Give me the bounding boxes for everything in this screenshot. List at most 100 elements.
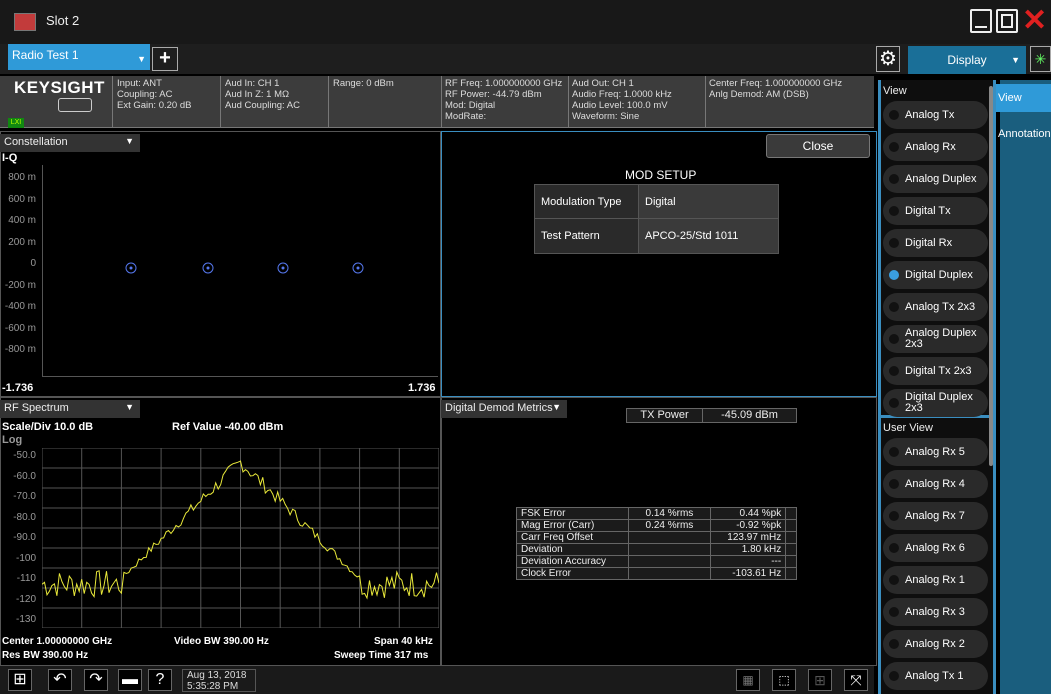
status-range-group[interactable]: Range: 0 dBm (333, 78, 394, 89)
status-input-group[interactable]: Input: ANT Coupling: AC Ext Gain: 0.20 d… (117, 78, 191, 111)
digital-demod-metrics-panel[interactable] (441, 397, 877, 666)
windows-start-icon[interactable]: ⊞ (8, 669, 32, 691)
annotation-side-button[interactable]: Annotation (998, 128, 1051, 140)
dropdown-label: Digital Demod Metrics (445, 402, 553, 414)
constellation-plot (42, 165, 438, 377)
status-audio-out-group[interactable]: Aud Out: CH 1 Audio Freq: 1.0000 kHz Aud… (572, 78, 672, 122)
menu-item-label: Analog Rx 4 (905, 477, 965, 490)
status-center-group[interactable]: Center Freq: 1.000000000 GHz Anlg Demod:… (709, 78, 842, 100)
menu-item-label: Analog Rx 3 (905, 605, 965, 618)
table-row[interactable]: Modulation Type Digital (534, 184, 779, 219)
res-bw: Res BW 390.00 Hz (2, 650, 89, 661)
y-tick-label: -50.0 (13, 450, 36, 461)
menu-item-digital-tx-2x3[interactable]: Digital Tx 2x3 (883, 357, 988, 385)
menu-item-digital-rx[interactable]: Digital Rx (883, 229, 988, 257)
add-screen-button[interactable]: + (152, 47, 178, 71)
grid-layout-icon[interactable]: ▦ (736, 669, 760, 691)
constellation-points (125, 262, 364, 274)
datetime: Aug 13, 2018 5:35:28 PM (182, 669, 256, 692)
table-row: TX Power -45.09 dBm (626, 408, 797, 423)
constellation-point (352, 262, 364, 274)
maximize-button[interactable] (996, 9, 1018, 33)
y-tick-label: -800 m (4, 344, 36, 355)
status-line: Input: ANT (117, 78, 162, 89)
close-button[interactable]: Close (766, 134, 870, 158)
y-tick-label: 400 m (8, 215, 36, 226)
y-tick-label: 0 (30, 258, 36, 269)
gear-icon[interactable]: ⚙ (876, 46, 900, 72)
radio-icon (889, 334, 899, 344)
radio-icon (889, 607, 899, 617)
status-line: Waveform: Sine (572, 111, 640, 122)
menu-item-analog-rx-1[interactable]: Analog Rx 1 (883, 566, 988, 594)
video-bw: Video BW 390.00 Hz (174, 636, 269, 647)
menu-item-analog-rx-3[interactable]: Analog Rx 3 (883, 598, 988, 626)
menu-item-analog-rx-5[interactable]: Analog Rx 5 (883, 438, 988, 466)
status-line: Aud In: CH 1 (225, 78, 280, 89)
radio-icon (889, 479, 899, 489)
menu-item-digital-duplex[interactable]: Digital Duplex (883, 261, 988, 289)
status-audio-in-group[interactable]: Aud In: CH 1 Aud In Z: 1 MΩ Aud Coupling… (225, 78, 300, 111)
constellation-point (277, 262, 289, 274)
menu-item-label: Digital Tx 2x3 (905, 364, 972, 377)
scale-div: Scale/Div 10.0 dB (2, 421, 94, 433)
menu-item-analog-rx-6[interactable]: Analog Rx 6 (883, 534, 988, 562)
menu-item-digital-tx[interactable]: Digital Tx (883, 197, 988, 225)
y-tick-label: -70.0 (13, 491, 36, 502)
display-menu-tab[interactable]: Display ▼ (908, 46, 1026, 74)
cursor-mode-icon[interactable]: ⬚ (772, 669, 796, 691)
table-row: Carr Freq Offset 123.97 mHz (516, 531, 797, 544)
menu-item-analog-duplex[interactable]: Analog Duplex (883, 165, 988, 193)
rf-spectrum-panel[interactable] (0, 397, 441, 666)
mod-type-value[interactable]: Digital (638, 184, 779, 219)
minimize-button[interactable] (970, 9, 992, 33)
chevron-down-icon: ▼ (125, 136, 134, 146)
menu-item-analog-rx-2[interactable]: Analog Rx 2 (883, 630, 988, 658)
help-icon[interactable]: ? (148, 669, 172, 691)
constellation-dropdown[interactable]: Constellation ▼ (0, 134, 140, 152)
divider (220, 76, 221, 128)
spectrum-y-axis: -50.0 -60.0 -70.0 -80.0 -90.0 -100 -110 -120 -13… (0, 448, 40, 628)
constellation-panel[interactable] (0, 131, 441, 397)
menu-item-analog-rx-4[interactable]: Analog Rx 4 (883, 470, 988, 498)
folder-icon[interactable]: ▬ (118, 669, 142, 691)
divider (328, 76, 329, 128)
menu-item-label: Analog Tx (905, 108, 955, 121)
tab-radio-test-1[interactable]: Radio Test 1 ▼ (8, 44, 150, 70)
menu-item-analog-rx[interactable]: Analog Rx (883, 133, 988, 161)
radio-icon (889, 639, 899, 649)
status-line: Audio Level: 100.0 mV (572, 100, 668, 111)
metrics-dropdown[interactable]: Digital Demod Metrics ▼ (441, 400, 567, 418)
y-tick-label: -90.0 (13, 532, 36, 543)
status-line: Audio Freq: 1.0000 kHz (572, 89, 672, 100)
close-window-icon[interactable]: ✕ (1022, 4, 1048, 37)
metric-value-b: -0.92 %pk (709, 519, 787, 532)
menu-item-label: Analog Tx 1 (905, 669, 964, 682)
menu-item-analog-tx[interactable]: Analog Tx (883, 101, 988, 129)
menu-item-analog-tx-2x3[interactable]: Analog Tx 2x3 (883, 293, 988, 321)
y-tick-label: 600 m (8, 193, 36, 205)
constellation-point (202, 262, 214, 274)
undo-icon[interactable]: ↶ (48, 669, 72, 691)
radio-icon (889, 206, 899, 216)
table-row: Deviation 1.80 kHz (516, 543, 797, 556)
rf-spectrum-dropdown[interactable]: RF Spectrum ▼ (0, 400, 140, 418)
center-freq: Center 1.00000000 GHz (2, 636, 113, 647)
menu-item-analog-duplex-2x3[interactable]: Analog Duplex 2x3 (883, 325, 988, 353)
view-side-button[interactable]: View (994, 84, 1051, 112)
status-line: Aud Coupling: AC (225, 100, 300, 111)
menu-item-digital-duplex-2x3[interactable]: Digital Duplex 2x3 (883, 389, 988, 417)
table-row[interactable]: Test Pattern APCO-25/Std 1011 (534, 218, 779, 254)
remote-display-icon[interactable] (58, 98, 92, 112)
radio-icon (889, 366, 899, 376)
menu-scrollbar[interactable] (989, 86, 993, 466)
status-rf-group[interactable]: RF Freq: 1.000000000 GHz RF Power: -44.7… (445, 78, 562, 122)
multi-window-icon[interactable]: ⊞ (808, 669, 832, 691)
menu-item-analog-tx-1[interactable]: Analog Tx 1 (883, 662, 988, 690)
redo-icon[interactable]: ↷ (84, 669, 108, 691)
x-axis-min: -1.736 (2, 382, 34, 394)
menu-item-analog-rx-7[interactable]: Analog Rx 7 (883, 502, 988, 530)
test-pattern-value[interactable]: APCO-25/Std 1011 (638, 218, 779, 254)
fullscreen-icon[interactable]: ⤧ (844, 669, 868, 691)
metrics-table: FSK Error 0.14 %rms 0.44 %pk Mag Error (Ca… (516, 507, 797, 580)
